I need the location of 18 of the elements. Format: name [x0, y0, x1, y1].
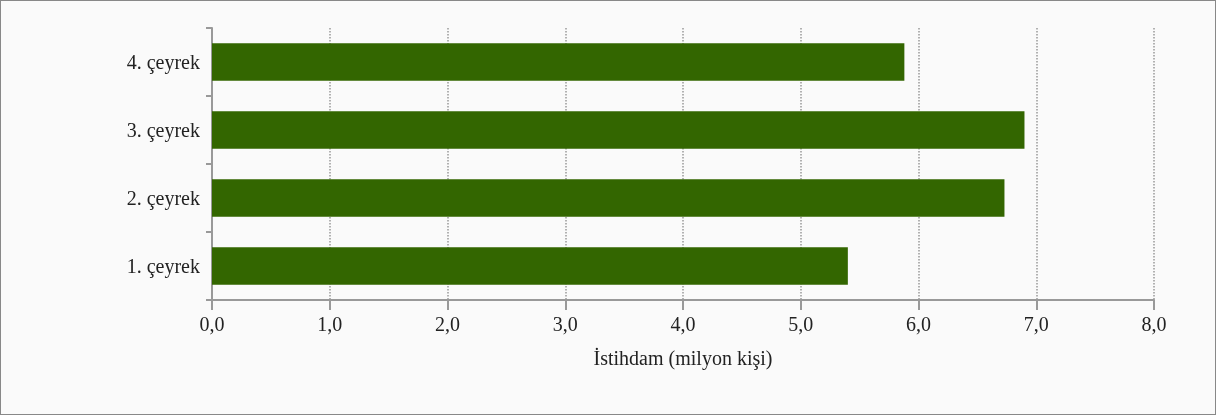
y-tick-label: 3. çeyrek	[126, 119, 200, 142]
x-tick-label: 0,0	[199, 313, 225, 335]
x-tick-label: 5,0	[788, 313, 814, 335]
y-tick-label: 2. çeyrek	[126, 187, 200, 210]
y-tick-label: 1. çeyrek	[126, 255, 200, 278]
x-tick-label: 8,0	[1141, 313, 1167, 335]
x-tick-label: 2,0	[435, 313, 460, 335]
x-tick-label: 3,0	[552, 313, 578, 335]
bar	[212, 179, 1005, 217]
x-tick-label: 7,0	[1023, 313, 1049, 335]
bar	[212, 111, 1025, 149]
x-axis-title: İstihdam (milyon kişi)	[593, 347, 773, 370]
x-tick-label: 6,0	[906, 313, 931, 335]
bar	[212, 43, 905, 81]
x-tick-label: 1,0	[317, 313, 343, 335]
bar	[212, 247, 848, 285]
x-tick-label: 4,0	[670, 313, 696, 335]
y-tick-label: 4. çeyrek	[126, 51, 200, 74]
